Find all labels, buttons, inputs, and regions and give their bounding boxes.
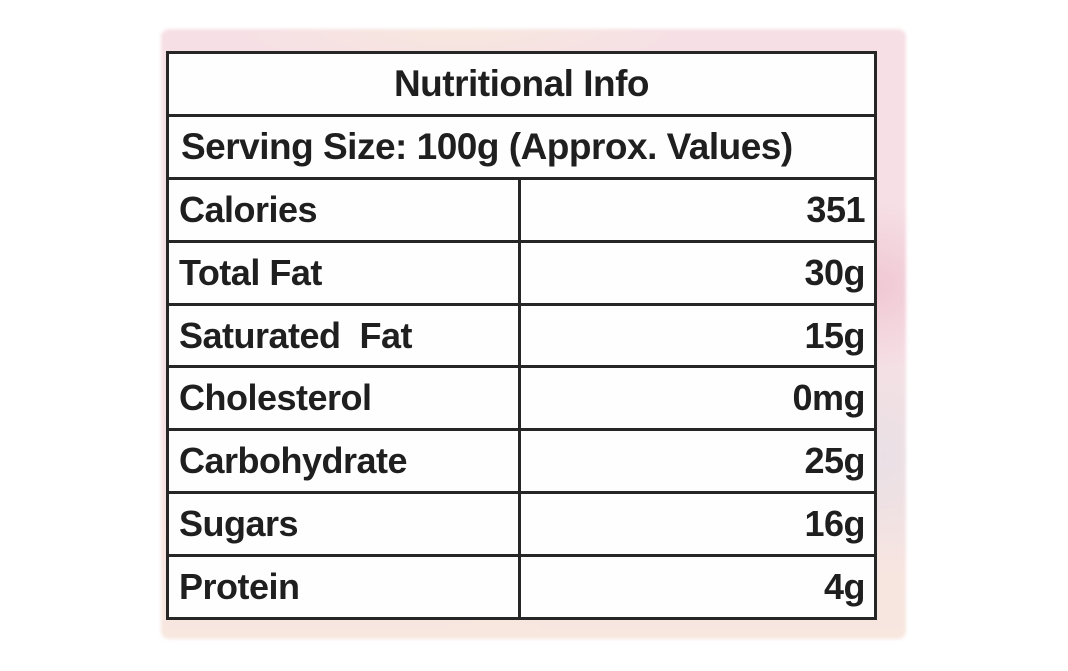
table-row: Cholesterol 0mg <box>169 365 874 429</box>
table-title: Nutritional Info <box>393 62 650 104</box>
nutrient-value: 30g <box>804 251 865 293</box>
nutrient-value: 25g <box>804 440 865 482</box>
nutrient-value: 0mg <box>792 377 865 419</box>
nutrient-value: 4g <box>823 566 866 608</box>
nutrient-label: Sugars <box>169 494 521 555</box>
nutrient-label: Cholesterol <box>169 368 521 429</box>
table-row: Protein 4g <box>169 554 874 618</box>
nutrient-label: Carbohydrate <box>169 431 521 492</box>
nutrient-label: Calories <box>169 179 521 240</box>
table-row: Carbohydrate 25g <box>169 428 874 492</box>
nutrient-label: Saturated Fat <box>169 305 521 366</box>
nutrient-value: 15g <box>804 314 865 356</box>
nutrition-facts-table: Nutritional Info Serving Size: 100g (App… <box>166 51 877 620</box>
table-row: Calories 351 <box>169 176 874 240</box>
table-row: Saturated Fat 15g <box>169 302 874 366</box>
nutrient-value: 351 <box>806 188 865 230</box>
nutrient-value: 16g <box>804 503 865 545</box>
nutrient-label: Total Fat <box>169 242 521 303</box>
serving-size-text: Serving Size: 100g (Approx. Values) <box>181 125 793 167</box>
table-title-row: Nutritional Info <box>169 54 874 114</box>
table-row: Sugars 16g <box>169 491 874 555</box>
table-row: Total Fat 30g <box>169 239 874 303</box>
nutrient-label: Protein <box>169 557 521 618</box>
serving-size-row: Serving Size: 100g (Approx. Values) <box>169 113 874 177</box>
